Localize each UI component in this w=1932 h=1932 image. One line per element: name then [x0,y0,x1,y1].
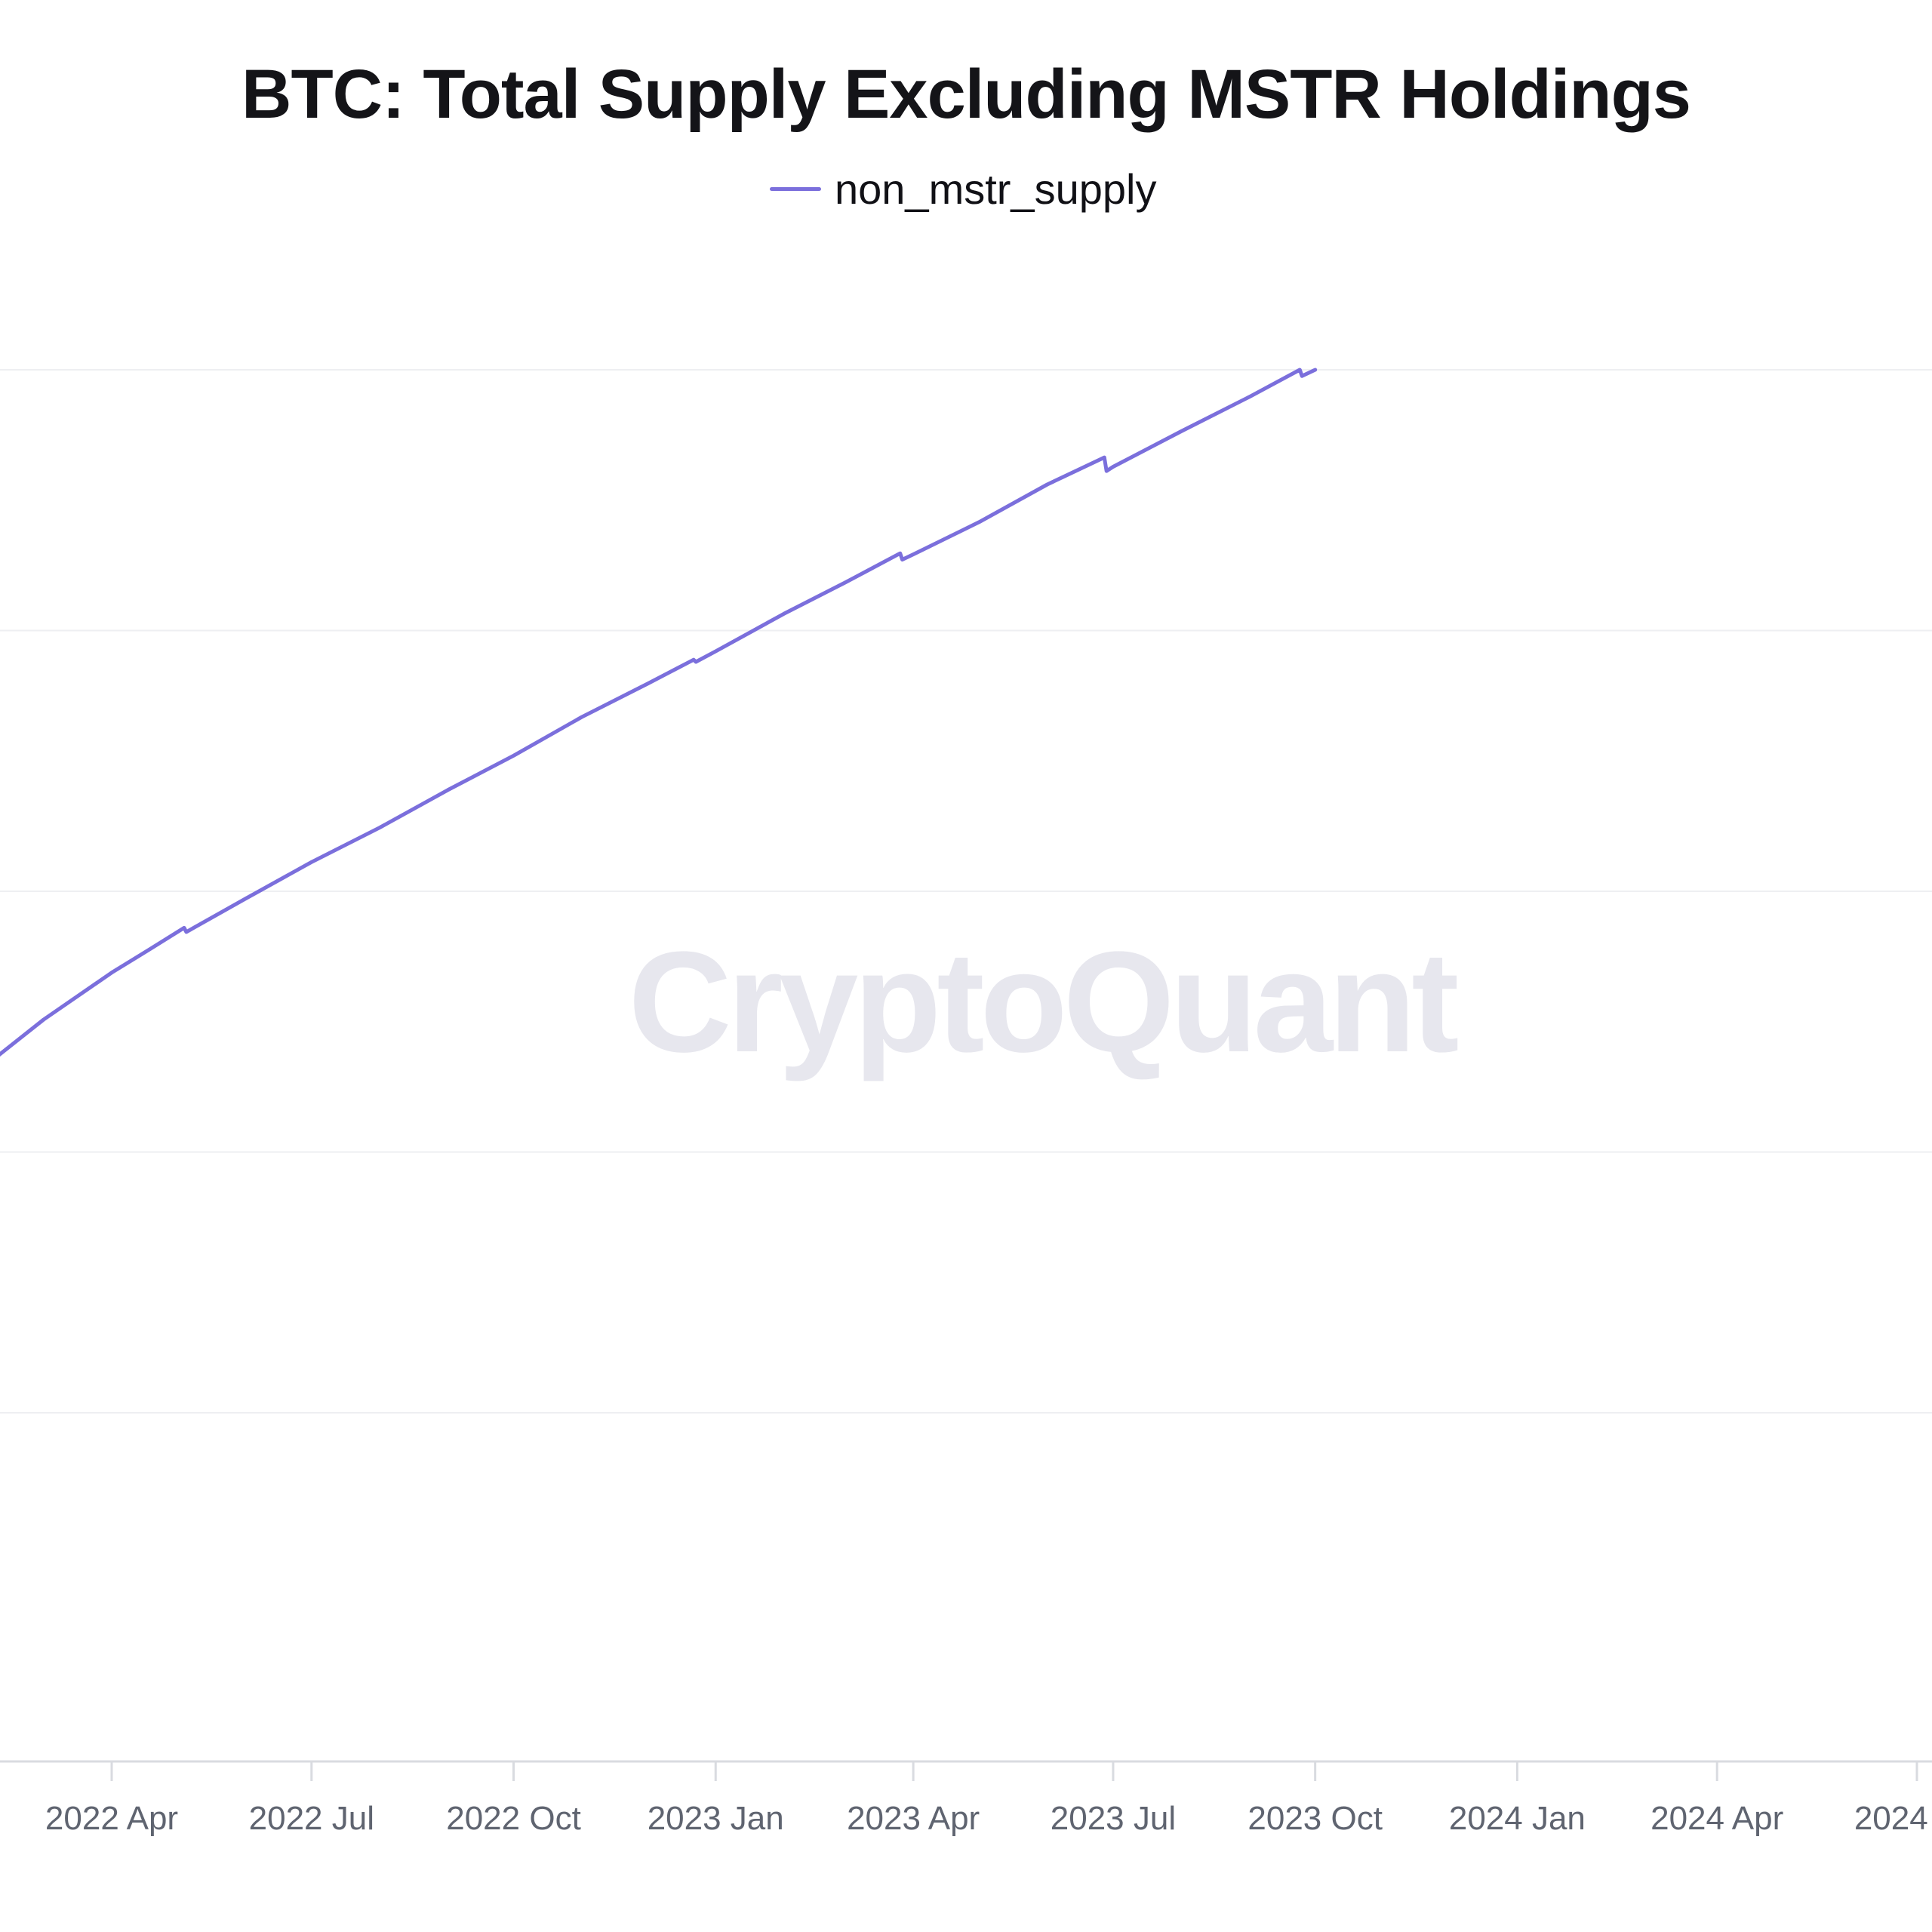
series-line-non_mstr_supply [0,368,1318,1057]
chart-title: BTC: Total Supply Excluding MSTR Holding… [242,56,1691,133]
legend-label-non-mstr-supply: non_mstr_supply [835,165,1157,213]
x-tick-label-1: 2022 Jul [249,1800,374,1837]
x-tick-label-8: 2024 Apr [1651,1800,1783,1837]
x-tick-label-4: 2023 Apr [847,1800,980,1837]
chart-legend[interactable]: non_mstr_supply [770,165,1156,214]
series-layer [0,368,1318,1057]
x-tick-label-0: 2022 Apr [45,1800,178,1837]
grid-lines [0,369,1932,1414]
x-tick-label-6: 2023 Oct [1247,1800,1383,1837]
watermark-text: CryptoQuant [628,922,1457,1082]
x-tick-label-3: 2023 Jan [648,1800,784,1837]
x-tick-label-2: 2022 Oct [446,1800,581,1837]
x-axis-ticks: 2022 Apr 2022 Jul 2022 Oct 2023 Jan 2023 Apr… [45,1761,1932,1837]
x-tick-label-5: 2023 Jul [1051,1800,1176,1837]
x-tick-label-7: 2024 Jan [1449,1800,1586,1837]
x-tick-label-9: 2024 Jul [1854,1800,1932,1837]
legend-line-swatch [770,187,821,191]
